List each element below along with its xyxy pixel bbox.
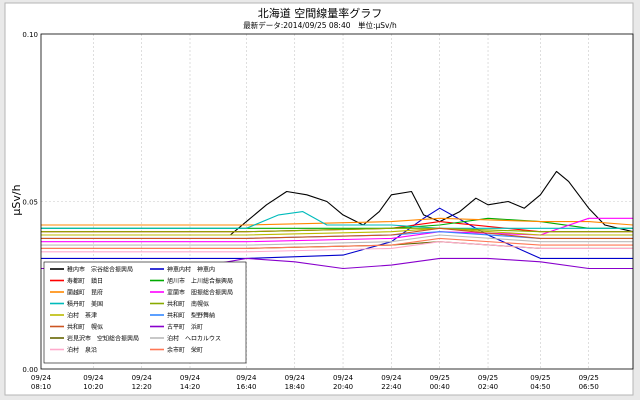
x-tick-time-label: 22:40 xyxy=(381,383,401,391)
x-tick-time-label: 04:50 xyxy=(530,383,550,391)
chart-subtitle: 最新データ:2014/09/25 08:40 単位:μSv/h xyxy=(243,20,397,30)
x-tick-time-label: 08:10 xyxy=(31,383,51,391)
y-tick-layer: 0.00 0.05 0.10 xyxy=(22,31,38,374)
x-tick-date-label: 09/24 xyxy=(180,374,201,382)
x-tick-time-label: 20:40 xyxy=(333,383,353,391)
series-line xyxy=(41,227,633,239)
legend-entry: 神恵内村 神恵内 xyxy=(167,266,215,274)
x-tick-date-label: 09/24 xyxy=(381,374,402,382)
x-tick-layer: 09/2408:1009/2410:2009/2412:2009/2414:20… xyxy=(31,374,599,391)
series-line xyxy=(41,234,633,246)
y-tick-label: 0.05 xyxy=(22,199,38,207)
chart-title: 北海道 空間線量率グラフ xyxy=(258,6,383,20)
legend-entry: 室蘭市 胆振総合振興局 xyxy=(167,289,233,297)
x-tick-date-label: 09/24 xyxy=(285,374,306,382)
legend-entry: 旭川市 上川総合振興局 xyxy=(167,277,233,285)
x-tick-date-label: 09/25 xyxy=(430,374,450,382)
x-tick-time-label: 06:50 xyxy=(579,383,599,391)
legend-entry: 古平町 浜町 xyxy=(167,323,203,331)
x-tick-time-label: 18:40 xyxy=(285,383,305,391)
legend-entry: 岩見沢市 空知総合振興局 xyxy=(67,335,139,343)
y-tick-label: 0.10 xyxy=(22,31,38,39)
x-tick-time-label: 14:20 xyxy=(180,383,200,391)
x-tick-date-label: 09/24 xyxy=(83,374,104,382)
legend-entry: 蘭越町 昆府 xyxy=(67,289,103,297)
x-tick-date-label: 09/24 xyxy=(333,374,354,382)
series-line xyxy=(41,211,633,229)
series-line xyxy=(41,170,634,236)
series-layer xyxy=(41,170,634,270)
x-tick-time-label: 02:40 xyxy=(478,383,498,391)
grid-layer xyxy=(41,34,633,369)
x-tick-date-label: 09/24 xyxy=(132,374,153,382)
x-tick-time-label: 00:40 xyxy=(430,383,450,391)
legend-entry: 積丹町 美国 xyxy=(67,300,103,308)
series-line xyxy=(41,227,633,233)
legend-entry: 泊村 泉沿 xyxy=(67,346,97,354)
x-tick-date-label: 09/25 xyxy=(579,374,599,382)
series-line xyxy=(41,241,633,253)
series-line xyxy=(41,237,633,249)
x-tick-time-label: 12:20 xyxy=(132,383,152,391)
x-tick-date-label: 09/24 xyxy=(31,374,52,382)
plot-area-border xyxy=(40,33,634,370)
x-tick-date-label: 09/25 xyxy=(478,374,498,382)
x-tick-time-label: 16:40 xyxy=(236,383,256,391)
legend-entry: 共和町 南幌似 xyxy=(167,300,209,308)
legend-entry: 共和町 梨野舞納 xyxy=(167,312,215,320)
x-tick-time-label: 10:20 xyxy=(83,383,103,391)
series-line xyxy=(41,227,633,236)
y-axis-label: μSv/h xyxy=(10,184,23,215)
legend-entry: 寿都町 鎮日 xyxy=(67,277,103,285)
series-line xyxy=(41,217,633,229)
y-tick-label: 0.00 xyxy=(22,366,38,374)
legend-entry: 共和町 幌似 xyxy=(67,323,103,331)
x-tick-date-label: 09/24 xyxy=(236,374,257,382)
legend-entry: 稚内市 宗谷総合振興局 xyxy=(67,266,133,274)
series-line xyxy=(41,217,634,226)
legend-entry: 泊村 茶津 xyxy=(67,312,97,320)
legend-entry: 余市町 栄町 xyxy=(167,346,203,354)
x-tick-date-label: 09/25 xyxy=(530,374,550,382)
legend-entry: 泊村 ヘロカルウス xyxy=(167,335,221,343)
series-line xyxy=(41,207,633,259)
legend-box xyxy=(43,261,247,364)
